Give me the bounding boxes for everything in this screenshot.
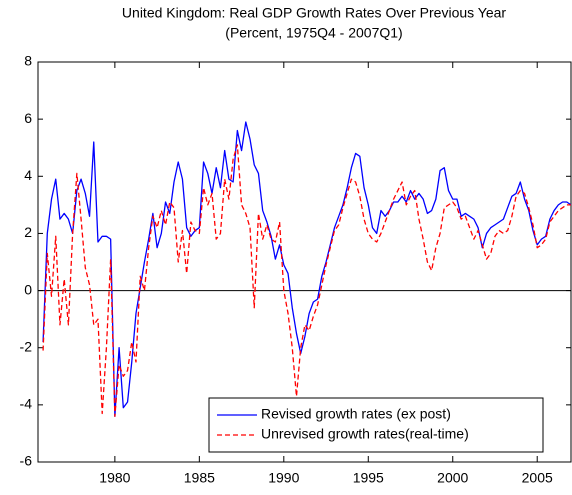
legend-label: Revised growth rates (ex post) xyxy=(261,406,451,422)
y-tick-label: 8 xyxy=(24,53,32,69)
x-tick-label: 2005 xyxy=(522,470,553,486)
y-tick-label: 0 xyxy=(24,281,32,297)
x-tick-label: 1985 xyxy=(184,470,215,486)
plot-frame xyxy=(37,61,572,463)
legend-label: Unrevised growth rates(real-time) xyxy=(261,426,469,442)
y-tick-label: 2 xyxy=(24,224,32,240)
y-tick-label: -6 xyxy=(20,453,33,469)
y-tick-label: 4 xyxy=(24,167,32,183)
chart-subtitle: (Percent, 1975Q4 - 2007Q1) xyxy=(225,25,402,41)
x-tick-label: 1980 xyxy=(99,470,130,486)
x-tick-label: 1990 xyxy=(268,470,299,486)
legend-box xyxy=(208,397,544,453)
series-line xyxy=(42,144,571,417)
series-line xyxy=(42,121,572,417)
x-tick-label: 2000 xyxy=(437,470,468,486)
y-tick-label: -2 xyxy=(20,338,33,354)
y-tick-label: 6 xyxy=(24,110,32,126)
x-tick-label: 1995 xyxy=(353,470,384,486)
chart-title: United Kingdom: Real GDP Growth Rates Ov… xyxy=(122,5,506,21)
y-tick-label: -4 xyxy=(20,396,33,412)
legend: Revised growth rates (ex post) Unrevised … xyxy=(208,397,544,453)
